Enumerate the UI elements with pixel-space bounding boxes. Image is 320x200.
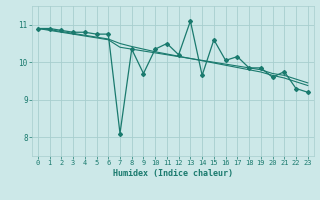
X-axis label: Humidex (Indice chaleur): Humidex (Indice chaleur) (113, 169, 233, 178)
